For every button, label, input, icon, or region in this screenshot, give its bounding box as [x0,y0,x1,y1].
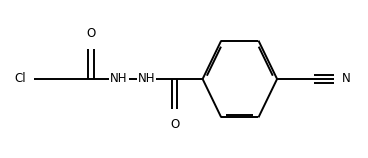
Text: Cl: Cl [14,73,26,85]
Text: O: O [86,27,96,40]
Text: O: O [170,118,179,131]
Text: NH: NH [138,73,156,85]
Text: NH: NH [110,73,128,85]
Text: N: N [342,73,351,85]
